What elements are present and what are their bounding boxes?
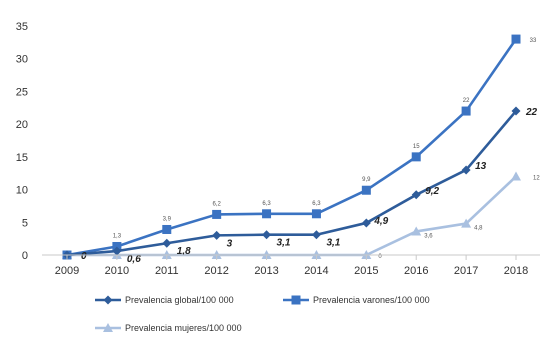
data-point [411,226,422,236]
x-tick-label: 2012 [204,265,228,277]
data-label: 3 [227,238,233,249]
data-label: 13 [475,161,487,172]
data-label: 3,6 [424,233,433,239]
data-label: 3,1 [326,238,340,249]
legend-marker-1 [291,295,301,305]
data-label: 1,8 [177,246,191,257]
x-tick-label: 2017 [454,265,478,277]
series-line-2 [67,175,517,257]
x-tick-label: 2011 [155,265,179,277]
data-point [361,218,371,228]
data-point [112,246,122,256]
data-label: 0 [81,251,87,262]
data-point [461,106,471,116]
data-label: 22 [525,107,538,118]
data-point [212,209,222,219]
data-point [262,209,272,219]
legend-marker-2 [103,323,113,332]
data-label: 6,3 [312,201,321,207]
y-tick-label: 30 [16,54,28,66]
data-label: 3,9 [163,216,172,222]
legend-label: Prevalencia varones/100 000 [313,295,430,305]
data-label: 0 [378,254,382,260]
data-point [511,106,521,116]
x-tick-label: 2014 [304,265,328,277]
data-label: 9,2 [425,186,439,197]
data-point [361,185,371,195]
y-tick-label: 20 [16,119,28,131]
data-label: 4,8 [474,226,483,232]
data-point [162,238,172,248]
data-label: 33 [530,38,537,44]
x-tick-label: 2009 [55,265,79,277]
y-tick-label: 35 [16,21,28,33]
x-tick-label: 2018 [504,265,528,277]
data-point [212,230,222,240]
plot-area [62,34,521,260]
x-tick-label: 2013 [254,265,278,277]
y-tick-label: 25 [16,86,28,98]
y-tick-label: 5 [22,217,28,229]
data-labels: 0 0,6 1,8 3 3,1 3,1 4,9 9,2 13 22 1,3 3,9 6,2 6,3 6,3 9… [81,38,540,265]
data-point [461,165,471,175]
data-point [112,241,122,251]
legend-marker-0 [103,295,113,305]
data-point [311,230,321,240]
data-point [262,230,272,240]
legend-label: Prevalencia mujeres/100 000 [125,323,242,333]
data-point [311,209,321,219]
data-point [411,152,421,162]
y-tick-label: 10 [16,185,28,197]
x-tick-label: 2016 [404,265,428,277]
data-label: 6,2 [212,201,221,207]
data-point [461,218,472,228]
data-point [511,171,521,181]
data-point [411,190,421,200]
y-tick-label: 15 [16,152,28,164]
x-tick-label: 2010 [105,265,129,277]
data-label: 0,6 [127,254,141,265]
data-label: 15 [413,144,420,150]
data-label: 3,1 [277,238,291,249]
y-tick-label: 0 [22,250,28,262]
data-point [162,224,172,234]
series-line-0 [66,110,517,257]
legend: Prevalencia global/100 000 Prevalencia va… [95,295,430,333]
legend-label: Prevalencia global/100 000 [125,295,234,305]
data-label: 1,3 [113,233,122,239]
data-point [511,34,521,44]
data-label: 12 [533,175,540,181]
data-label: 9,9 [362,177,371,183]
x-tick-label: 2015 [354,265,378,277]
data-label: 22 [463,98,470,104]
series-line-1 [66,38,518,257]
data-label: 6,3 [262,201,271,207]
data-label: 4,9 [373,216,388,227]
